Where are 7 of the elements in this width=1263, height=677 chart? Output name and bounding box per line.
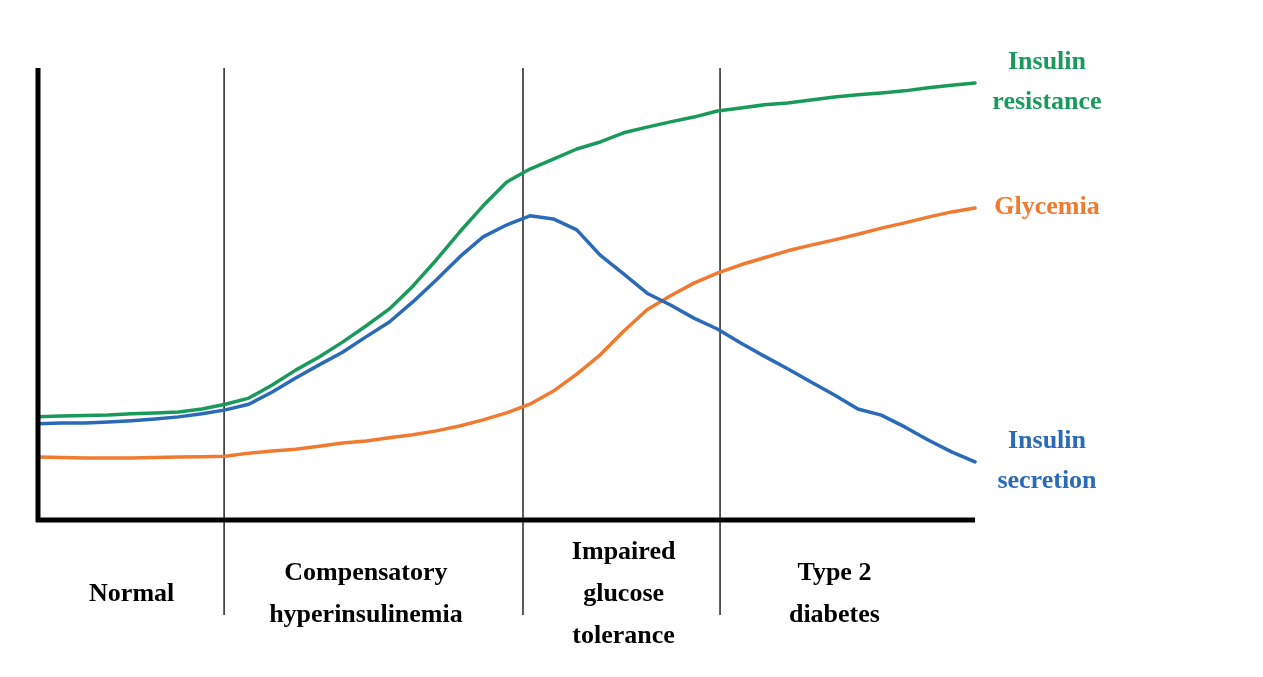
x-tick-label: Type 2 diabetes [788, 556, 880, 628]
x-tick-label: Impaired glucose tolerance [571, 535, 676, 649]
series-label: Glycemia [994, 190, 1100, 220]
x-tick-label: Normal [89, 577, 175, 607]
series-label: Insulin secretion [997, 424, 1098, 494]
series-label: Insulin resistance [992, 45, 1102, 115]
x-tick-label: Compensatory hyperinsulinemia [269, 556, 463, 628]
